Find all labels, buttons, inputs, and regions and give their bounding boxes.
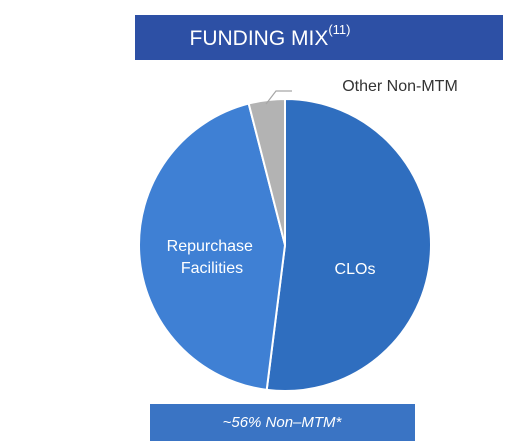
slice-label: Repurchase Facilities xyxy=(167,238,258,277)
chart-title: FUNDING MIX(11) xyxy=(190,22,351,49)
pie-slice xyxy=(138,102,287,391)
pie-slice xyxy=(265,97,432,392)
slice-label: CLOs xyxy=(335,261,376,278)
annotation: ~56% Non–MTM* xyxy=(223,414,343,431)
annotation-box xyxy=(150,404,415,441)
pie-slice xyxy=(247,97,286,246)
title-banner xyxy=(135,15,503,60)
leader-line xyxy=(265,90,292,105)
title-superscript: (11) xyxy=(328,22,350,37)
slice-label: Other Non-MTM xyxy=(342,78,458,95)
pie xyxy=(138,97,432,392)
title-text: FUNDING MIX xyxy=(190,27,329,50)
